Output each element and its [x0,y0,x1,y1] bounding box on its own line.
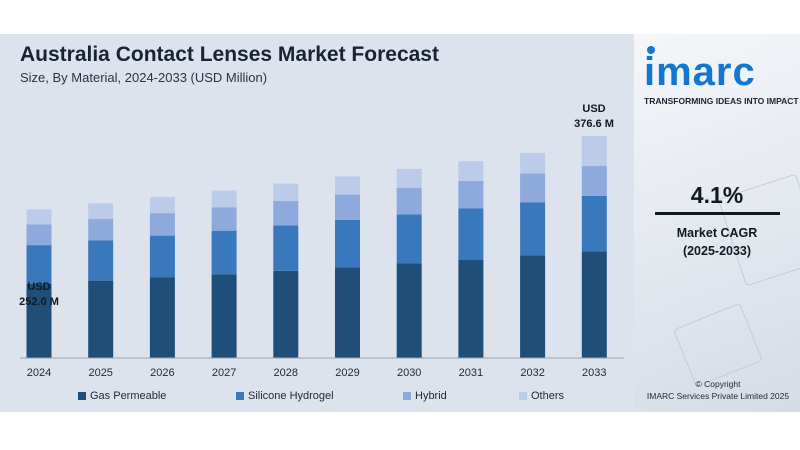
decorative-calculator-card [673,302,763,388]
copyright-line1: © Copyright [695,379,741,389]
bar-2024-gas-permeable [26,283,52,358]
bar-2024-hybrid [26,224,52,246]
bar-2025-hybrid [88,218,114,241]
bar-2026-hybrid [149,213,175,236]
bar-2030-silicone-hydrogel [396,214,422,264]
legend-swatch-others [519,392,527,400]
x-tick-2028: 2028 [274,367,298,379]
bar-2032-silicone-hydrogel [520,202,546,256]
cagr-value: 4.1% [690,182,744,208]
cagr-label: Market CAGR (2025-2033) [654,224,780,260]
bar-2030-gas-permeable [396,263,422,358]
bar-2028-hybrid [273,201,299,226]
bar-2028-others [273,183,299,202]
bars-group [26,136,607,358]
bar-2025-others [88,203,114,219]
side-panel [634,34,800,412]
bar-2033-others [581,136,607,167]
start-annotation-line1: USD [27,281,50,293]
x-tick-2029: 2029 [335,367,359,379]
legend-label-hybrid: Hybrid [415,390,447,402]
copyright-line2: IMARC Services Private Limited 2025 [646,391,790,401]
legend-item-silicone-hydrogel: Silicone Hydrogel [236,389,334,403]
end-annotation-line1: USD [582,103,605,115]
start-annotation-line2: 252.0 M [19,296,59,308]
logo-tagline: TRANSFORMING IDEAS INTO IMPACT [644,96,799,106]
chart-subtitle: Size, By Material, 2024-2033 (USD Millio… [20,70,268,85]
bar-2025-gas-permeable [88,280,114,358]
bar-2032-hybrid [520,173,546,203]
bar-2028-gas-permeable [273,270,299,358]
bar-2031-silicone-hydrogel [458,208,484,260]
copyright-notice: © Copyright IMARC Services Private Limit… [640,378,796,402]
bar-2031-gas-permeable [458,259,484,358]
chart-title: Australia Contact Lenses Market Forecast [20,43,439,66]
bar-2027-silicone-hydrogel [211,230,237,275]
imarc-logo: imarc TRANSFORMING IDEAS INTO IMPACT [644,46,799,106]
bar-2024-silicone-hydrogel [26,245,52,284]
cagr-divider [655,212,780,215]
x-tick-2033: 2033 [582,367,606,379]
bar-2031-others [458,161,484,181]
x-tick-2030: 2030 [397,367,421,379]
bar-2033-hybrid [581,166,607,196]
bar-2030-others [396,168,422,188]
bar-2029-silicone-hydrogel [335,220,360,268]
bar-2026-gas-permeable [149,277,175,358]
cagr-label-line2: (2025-2033) [682,244,752,258]
legend-swatch-gas-permeable [78,392,86,400]
bar-2026-silicone-hydrogel [149,235,175,278]
x-tick-2026: 2026 [150,367,174,379]
bar-2028-silicone-hydrogel [273,225,299,271]
bar-2033-gas-permeable [581,251,607,358]
bar-2029-gas-permeable [335,267,360,358]
x-tick-2027: 2027 [212,367,236,379]
bar-2033-silicone-hydrogel [581,195,607,252]
x-tick-2031: 2031 [459,367,483,379]
legend-swatch-silicone-hydrogel [236,392,244,400]
legend-label-others: Others [531,390,565,402]
bar-2027-hybrid [211,207,237,231]
logo-wordmark: imarc [644,50,756,94]
bar-2024-others [26,209,52,225]
bar-2025-silicone-hydrogel [88,240,114,281]
legend-item-others: Others [519,389,564,403]
bar-2031-hybrid [458,180,484,209]
bar-2032-gas-permeable [520,255,546,358]
legend-label-gas-permeable: Gas Permeable [90,390,167,402]
end-annotation-line2: 376.6 M [574,118,614,130]
cagr-label-line1: Market CAGR [676,226,758,240]
x-tick-labels: 2024 2025 2026 2027 2028 2029 2030 2031 2032 2033 [27,367,607,379]
legend-item-hybrid: Hybrid [403,389,447,403]
bar-2029-hybrid [335,194,360,221]
legend-item-gas-permeable: Gas Permeable [78,389,166,403]
legend-label-silicone-hydrogel: Silicone Hydrogel [248,390,334,402]
bar-2032-others [520,153,546,174]
logo-dot [647,46,655,54]
bar-2027-gas-permeable [211,274,237,358]
bar-2027-others [211,190,237,208]
x-tick-2025: 2025 [88,367,112,379]
stacked-bar-chart: 2024 2025 2026 2027 2028 2029 2030 2031 2032 2033… [19,103,624,379]
bar-2030-hybrid [396,187,422,215]
x-tick-2024: 2024 [27,367,51,379]
bar-2026-others [149,197,175,214]
bar-2029-others [335,176,360,195]
legend-swatch-hybrid [403,392,411,400]
x-tick-2032: 2032 [520,367,544,379]
